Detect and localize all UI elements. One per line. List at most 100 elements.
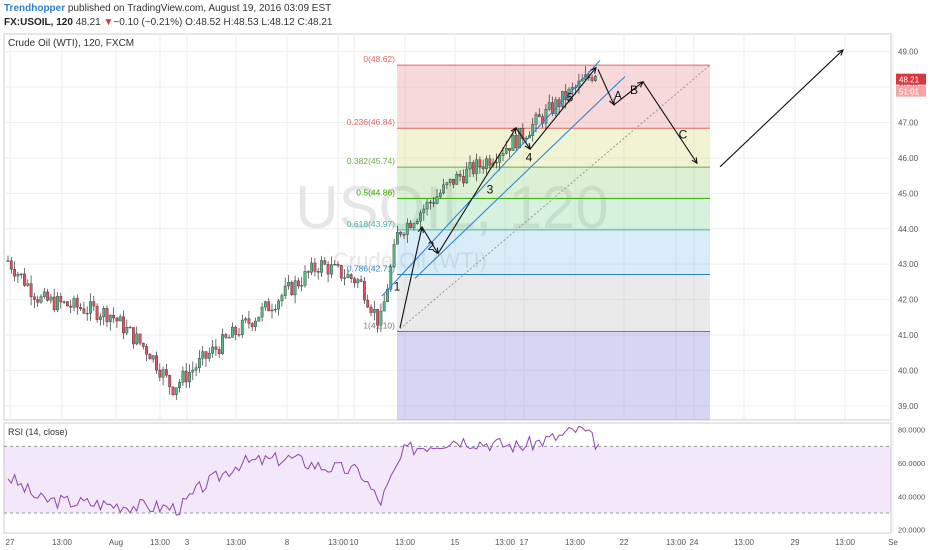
open-value: O:48.52 <box>185 17 221 28</box>
candle-body <box>42 291 46 297</box>
candle-body <box>250 323 254 327</box>
fib-level-label: 0.236(46.84) <box>347 117 395 127</box>
candle-body <box>435 196 439 204</box>
symbol-label[interactable]: FX:USOIL, 120 <box>4 17 73 28</box>
candle-body <box>409 222 412 229</box>
fib-level-label: 0.382(45.74) <box>347 156 395 166</box>
fib-zone <box>397 65 710 129</box>
candle-body <box>29 283 33 297</box>
wave-5-arrow <box>529 67 597 150</box>
candle-body <box>465 168 469 184</box>
candle-body <box>455 173 459 185</box>
candle-body <box>498 155 502 163</box>
change-value: −0.10 (−0.21%) <box>113 17 183 28</box>
candle-body <box>432 202 436 204</box>
chart-title: Crude Oil (WTI), 120, FXCM <box>8 38 134 49</box>
candle-body <box>392 244 396 268</box>
candle-body <box>419 212 422 222</box>
wave-b-arrow <box>613 81 644 106</box>
watermark-name: Crude Oil (WTI) <box>333 248 487 273</box>
candle-body <box>356 279 360 284</box>
candle-body <box>379 310 383 326</box>
candle-body <box>194 367 198 371</box>
high-value: H:48.53 <box>223 17 259 28</box>
candle-body <box>79 307 83 309</box>
price-tick-label: 47.00 <box>898 119 919 128</box>
candle-body <box>429 201 432 204</box>
time-tick-label: 13:00 <box>52 538 73 547</box>
candle-body <box>369 306 373 313</box>
candle-body <box>122 316 125 334</box>
candle-body <box>158 369 162 378</box>
countdown-badge-text: 51:01 <box>899 88 920 97</box>
publish-line: Trendhopper published on TradingView.com… <box>4 3 331 14</box>
fib-level-label: 0.618(43.97) <box>347 219 395 229</box>
fib-zone <box>397 229 710 275</box>
candle-body <box>287 282 290 287</box>
candle-body <box>211 346 214 354</box>
candle-body <box>273 308 277 311</box>
candle-body <box>98 316 102 320</box>
candle-body <box>320 260 323 273</box>
candle-body <box>310 262 313 273</box>
candle-body <box>471 162 475 174</box>
candle-body <box>531 124 535 136</box>
time-tick-label: 13:00 <box>226 538 247 547</box>
candle-body <box>488 158 492 166</box>
wave-arrows <box>399 49 844 329</box>
rsi-tick-label: 60.0000 <box>898 459 925 468</box>
time-tick-label: 13:00 <box>666 538 687 547</box>
candle-body <box>138 333 142 344</box>
time-tick-label: 13:00 <box>835 538 856 547</box>
time-tick-label: 10 <box>350 538 359 547</box>
rsi-title: RSI (14, close) <box>8 427 68 437</box>
candle-body <box>82 308 86 314</box>
candle-body <box>247 318 251 324</box>
rsi-pane[interactable]: RSI (14, close) <box>3 422 892 534</box>
candle-body <box>164 369 168 376</box>
candle-body <box>69 305 73 308</box>
wave-c-arrow-head <box>691 157 698 165</box>
symbol-line: FX:USOIL, 120 48.21 ▼−0.10 (−0.21%) O:48… <box>4 17 333 28</box>
candle-body <box>201 351 205 359</box>
candle-body <box>95 305 99 320</box>
candle-body <box>260 306 264 318</box>
time-tick-label: 13:00 <box>734 538 755 547</box>
candle-body <box>402 234 406 236</box>
candle-body <box>316 271 320 273</box>
candle-body <box>415 221 419 225</box>
candle-body <box>570 87 574 90</box>
low-value: L:48.12 <box>261 17 295 28</box>
candle-body <box>376 309 379 326</box>
candle-body <box>396 231 399 245</box>
candle-body <box>56 296 59 311</box>
candle-body <box>283 285 287 296</box>
time-tick-label: 24 <box>690 538 699 547</box>
candle-body <box>504 148 508 154</box>
rsi-line <box>7 425 600 516</box>
candle-body <box>227 337 231 339</box>
candle-body <box>495 161 498 164</box>
time-tick-label: 29 <box>791 538 800 547</box>
candle-body <box>240 319 244 335</box>
candle-body <box>33 296 36 300</box>
candle-body <box>52 296 56 311</box>
author-link[interactable]: Trendhopper <box>4 3 66 14</box>
candle-body <box>168 375 172 388</box>
candle-body <box>399 231 403 235</box>
candle-body <box>534 114 538 125</box>
price-pane[interactable]: USOIL, 120Crude Oil (WTI)0(48.62)0.236(4… <box>3 33 894 533</box>
candle-body <box>264 301 267 308</box>
candle-body <box>26 283 30 286</box>
candle-body <box>234 326 238 335</box>
candle-body <box>181 370 185 383</box>
candle-body <box>363 281 366 301</box>
candle-body <box>204 351 208 359</box>
candle-body <box>462 176 465 184</box>
last-price-badge <box>896 73 926 85</box>
candle-body <box>468 162 472 170</box>
price-tick-label: 39.00 <box>898 402 919 411</box>
candle-body <box>511 134 515 151</box>
candle-body <box>6 260 10 262</box>
